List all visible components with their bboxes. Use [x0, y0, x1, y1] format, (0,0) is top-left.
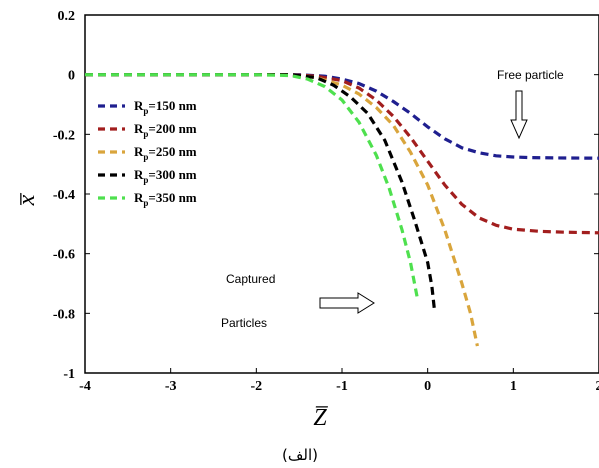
y-tick-label: 0	[68, 69, 75, 84]
legend-label: Rp=200 nm	[134, 121, 197, 139]
y-tick-label: -0.4	[53, 188, 75, 203]
y-tick-label: 0.2	[58, 9, 76, 24]
legend-item: Rp=150 nm	[98, 98, 197, 116]
x-tick-label: -3	[165, 379, 177, 394]
y-tick-label: -1	[63, 367, 75, 382]
y-axis-title: x̅	[14, 192, 40, 206]
legend-label: Rp=150 nm	[134, 98, 197, 116]
legend-item: Rp=300 nm	[98, 167, 197, 185]
x-tick-label: -2	[250, 379, 262, 394]
x-tick-label: -4	[79, 379, 91, 394]
legend-label: Rp=300 nm	[134, 167, 197, 185]
right-arrow-icon	[319, 292, 375, 314]
x-axis-title: Z̅	[313, 405, 328, 431]
x-axis-ticks: -4 -3 -2 -1 0 1 2	[79, 368, 599, 394]
down-arrow-icon	[510, 90, 528, 140]
captured-label: Captured	[226, 272, 275, 286]
legend-label: Rp=250 nm	[134, 144, 197, 162]
figure-caption: (الف)	[282, 446, 318, 464]
series-line-4	[85, 73, 437, 311]
series-group	[85, 73, 599, 347]
legend-label: Rp=350 nm	[134, 190, 197, 208]
x-tick-label: 0	[424, 379, 431, 394]
series-line-5	[85, 73, 419, 299]
x-tick-label: 1	[510, 379, 517, 394]
legend-item: Rp=250 nm	[98, 144, 197, 162]
y-tick-label: -0.2	[53, 128, 75, 143]
y-tick-label: -0.6	[53, 248, 75, 263]
y-tick-label: -0.8	[53, 307, 75, 322]
free-particle-label: Free particle	[497, 68, 564, 82]
x-tick-label: -1	[336, 379, 348, 394]
legend: Rp=150 nm Rp=200 nm Rp=250 nm Rp=300 nm Rp=3…	[98, 98, 197, 208]
legend-item: Rp=200 nm	[98, 121, 197, 139]
legend-item: Rp=350 nm	[98, 190, 197, 208]
x-tick-label: 2	[596, 379, 599, 394]
y-axis-ticks: 0.2 0 -0.2 -0.4 -0.6 -0.8 -1	[53, 9, 599, 382]
particles-label: Particles	[221, 316, 267, 330]
